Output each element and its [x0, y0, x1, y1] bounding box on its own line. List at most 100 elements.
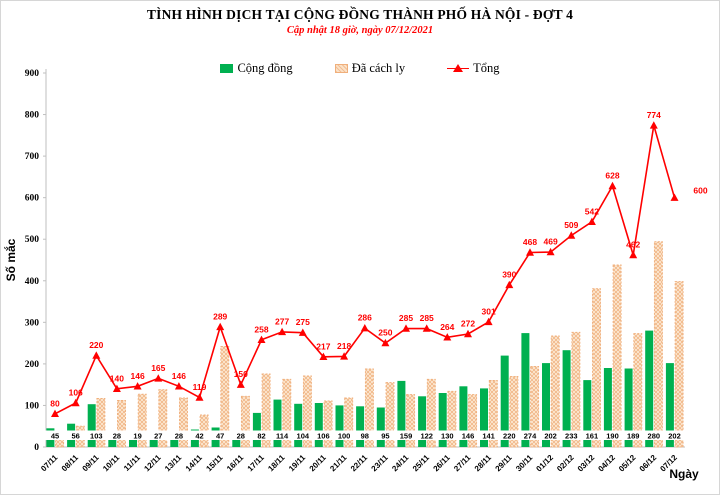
svg-text:264: 264 — [440, 322, 454, 332]
svg-text:159: 159 — [400, 432, 413, 441]
svg-text:103: 103 — [90, 432, 103, 441]
svg-text:42: 42 — [195, 432, 203, 441]
svg-text:28/11: 28/11 — [473, 453, 494, 474]
svg-text:509: 509 — [564, 220, 578, 230]
svg-text:12/11: 12/11 — [142, 453, 163, 474]
svg-text:628: 628 — [605, 171, 619, 181]
legend-item-total: Tổng — [447, 61, 500, 76]
svg-text:95: 95 — [381, 432, 389, 441]
svg-text:462: 462 — [626, 240, 640, 250]
svg-text:900: 900 — [25, 69, 40, 79]
svg-text:190: 190 — [606, 432, 619, 441]
svg-text:289: 289 — [213, 311, 227, 321]
svg-text:119: 119 — [193, 382, 207, 392]
svg-text:114: 114 — [276, 432, 289, 441]
legend-label-quarantined: Đã cách ly — [351, 61, 406, 75]
svg-text:277: 277 — [275, 316, 289, 326]
svg-text:28: 28 — [175, 432, 183, 441]
svg-text:275: 275 — [296, 317, 310, 327]
svg-text:07/11: 07/11 — [39, 453, 60, 474]
svg-text:286: 286 — [358, 313, 372, 323]
svg-text:146: 146 — [172, 371, 186, 381]
svg-text:218: 218 — [337, 341, 351, 351]
svg-text:700: 700 — [25, 152, 40, 162]
svg-text:233: 233 — [565, 432, 578, 441]
svg-text:27: 27 — [154, 432, 162, 441]
legend-label-total: Tổng — [473, 61, 500, 75]
svg-text:469: 469 — [544, 237, 558, 247]
svg-text:30/11: 30/11 — [514, 453, 535, 474]
svg-text:220: 220 — [503, 432, 516, 441]
svg-text:141: 141 — [482, 432, 495, 441]
svg-text:45: 45 — [51, 432, 59, 441]
svg-text:29/11: 29/11 — [494, 453, 515, 474]
svg-text:301: 301 — [482, 306, 496, 316]
svg-text:165: 165 — [151, 363, 165, 373]
svg-text:285: 285 — [399, 313, 413, 323]
total-marker-icon — [447, 63, 470, 74]
svg-text:47: 47 — [216, 432, 224, 441]
svg-text:11/11: 11/11 — [122, 453, 142, 473]
svg-text:189: 189 — [627, 432, 640, 441]
svg-text:24/11: 24/11 — [390, 453, 411, 474]
svg-text:122: 122 — [420, 432, 433, 441]
svg-text:202: 202 — [544, 432, 557, 441]
legend-item-community: Cộng đồng — [220, 61, 293, 76]
svg-text:542: 542 — [585, 206, 599, 216]
svg-text:14/11: 14/11 — [184, 453, 205, 474]
legend-item-quarantined: Đã cách ly — [334, 61, 406, 76]
svg-text:15/11: 15/11 — [204, 453, 225, 474]
chart-subtitle: Cập nhật 18 giờ, ngày 07/12/2021 — [286, 25, 434, 36]
svg-text:161: 161 — [586, 432, 599, 441]
svg-text:10/11: 10/11 — [101, 453, 122, 474]
svg-text:01/12: 01/12 — [534, 453, 555, 474]
legend-label-community: Cộng đồng — [237, 61, 293, 75]
svg-text:03/12: 03/12 — [576, 453, 597, 474]
svg-text:390: 390 — [502, 269, 516, 279]
svg-text:140: 140 — [110, 373, 124, 383]
svg-text:02/12: 02/12 — [555, 453, 576, 474]
svg-text:100: 100 — [338, 432, 351, 441]
svg-text:280: 280 — [648, 432, 661, 441]
svg-text:98: 98 — [361, 432, 369, 441]
svg-text:08/11: 08/11 — [60, 453, 81, 474]
svg-text:04/12: 04/12 — [596, 453, 617, 474]
svg-text:146: 146 — [131, 371, 145, 381]
svg-text:200: 200 — [25, 360, 40, 370]
svg-text:0: 0 — [34, 443, 39, 453]
svg-text:500: 500 — [25, 235, 40, 245]
svg-text:106: 106 — [69, 388, 83, 398]
svg-text:06/12: 06/12 — [638, 453, 659, 474]
svg-text:21/11: 21/11 — [328, 453, 349, 474]
community-swatch-icon — [220, 64, 234, 73]
svg-text:56: 56 — [72, 432, 80, 441]
svg-text:28: 28 — [237, 432, 245, 441]
svg-text:05/12: 05/12 — [617, 453, 638, 474]
chart-title: TÌNH HÌNH DỊCH TẠI CỘNG ĐỒNG THÀNH PHỐ H… — [146, 7, 574, 22]
svg-text:27/11: 27/11 — [452, 453, 473, 474]
svg-text:80: 80 — [50, 398, 60, 408]
svg-text:272: 272 — [461, 319, 475, 329]
svg-text:400: 400 — [25, 277, 40, 287]
svg-text:23/11: 23/11 — [370, 453, 391, 474]
svg-text:20/11: 20/11 — [308, 453, 329, 474]
svg-text:600: 600 — [25, 194, 40, 204]
svg-text:106: 106 — [317, 432, 330, 441]
svg-text:130: 130 — [441, 432, 454, 441]
svg-text:26/11: 26/11 — [432, 453, 453, 474]
svg-text:300: 300 — [25, 318, 40, 328]
chart-legend: Cộng đồng Đã cách ly Tổng — [1, 61, 719, 76]
svg-text:220: 220 — [89, 340, 103, 350]
svg-text:217: 217 — [316, 341, 330, 351]
svg-text:468: 468 — [523, 237, 537, 247]
svg-text:774: 774 — [647, 110, 661, 120]
svg-text:Ngày: Ngày — [669, 467, 699, 481]
svg-text:250: 250 — [378, 328, 392, 338]
svg-text:600: 600 — [693, 186, 707, 196]
svg-text:25/11: 25/11 — [411, 453, 432, 474]
svg-text:258: 258 — [254, 324, 268, 334]
svg-text:09/11: 09/11 — [81, 453, 102, 474]
svg-text:18/11: 18/11 — [266, 453, 287, 474]
svg-text:22/11: 22/11 — [349, 453, 370, 474]
